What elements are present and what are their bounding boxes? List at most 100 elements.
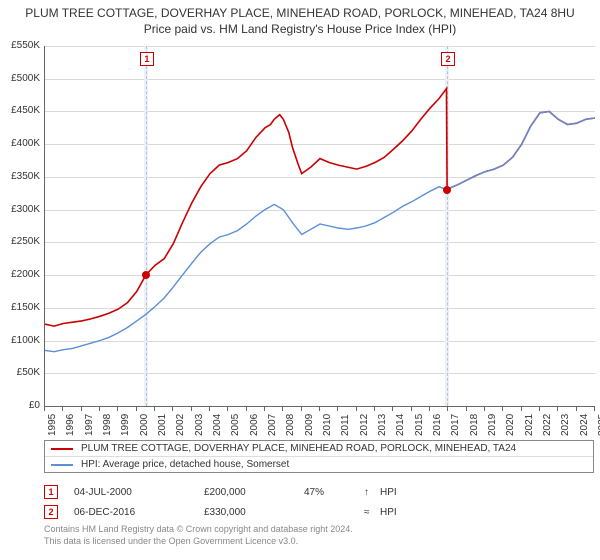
chart-lines-svg [45, 46, 595, 406]
legend: PLUM TREE COTTAGE, DOVERHAY PLACE, MINEH… [44, 440, 594, 473]
x-axis-label: 2014 [395, 414, 406, 436]
x-tick [136, 406, 137, 411]
y-axis-label: £50K [2, 367, 40, 378]
chart-plot-area: 12 [44, 46, 595, 407]
y-axis-label: £200K [2, 269, 40, 280]
x-axis-label: 1996 [65, 414, 76, 436]
x-tick [502, 406, 503, 411]
x-tick [557, 406, 558, 411]
sale-marker-dot [443, 186, 451, 194]
chart-subtitle: Price paid vs. HM Land Registry's House … [0, 20, 600, 36]
x-axis-label: 2024 [579, 414, 590, 436]
x-axis-label: 2005 [230, 414, 241, 436]
event-price: £330,000 [204, 507, 304, 518]
event-arrow-icon: ≈ [364, 507, 380, 518]
x-tick [356, 406, 357, 411]
event-date: 04-JUL-2000 [74, 487, 204, 498]
legend-swatch [51, 464, 73, 466]
x-axis-label: 2022 [542, 414, 553, 436]
y-axis-label: £500K [2, 73, 40, 84]
x-tick [172, 406, 173, 411]
x-axis-label: 2002 [175, 414, 186, 436]
event-pct: 47% [304, 487, 364, 498]
x-tick [227, 406, 228, 411]
legend-swatch [51, 448, 73, 450]
footer-line1: Contains HM Land Registry data © Crown c… [44, 524, 353, 536]
x-tick [62, 406, 63, 411]
x-tick [99, 406, 100, 411]
x-axis-label: 2013 [377, 414, 388, 436]
legend-label: PLUM TREE COTTAGE, DOVERHAY PLACE, MINEH… [81, 443, 516, 454]
event-row: 1 04-JUL-2000£200,00047%↑HPI [44, 482, 592, 502]
x-tick [264, 406, 265, 411]
chart-title: PLUM TREE COTTAGE, DOVERHAY PLACE, MINEH… [0, 0, 600, 20]
x-axis-label: 2020 [505, 414, 516, 436]
y-axis-label: £400K [2, 138, 40, 149]
x-axis-label: 2012 [359, 414, 370, 436]
x-axis-label: 1998 [102, 414, 113, 436]
legend-label: HPI: Average price, detached house, Some… [81, 459, 289, 470]
event-rel: HPI [380, 507, 592, 518]
event-price: £200,000 [204, 487, 304, 498]
events-table: 104-JUL-2000£200,00047%↑HPI206-DEC-2016£… [44, 482, 592, 522]
x-axis-label: 2003 [194, 414, 205, 436]
y-axis-label: £350K [2, 171, 40, 182]
legend-row: PLUM TREE COTTAGE, DOVERHAY PLACE, MINEH… [45, 441, 593, 457]
x-tick [374, 406, 375, 411]
x-tick [539, 406, 540, 411]
x-tick [44, 406, 45, 411]
x-axis-label: 2018 [469, 414, 480, 436]
series-property [45, 89, 595, 327]
x-tick [594, 406, 595, 411]
x-tick [429, 406, 430, 411]
x-axis-label: 2000 [139, 414, 150, 436]
x-axis-label: 2011 [340, 414, 351, 436]
x-tick [282, 406, 283, 411]
x-axis-label: 1995 [47, 414, 58, 436]
y-axis-label: £550K [2, 40, 40, 51]
x-axis-label: 2023 [560, 414, 571, 436]
x-axis-label: 2004 [212, 414, 223, 436]
y-axis-label: £100K [2, 335, 40, 346]
x-tick [447, 406, 448, 411]
x-axis-label: 2010 [322, 414, 333, 436]
event-rel: HPI [380, 487, 592, 498]
x-tick [319, 406, 320, 411]
x-axis-label: 2017 [450, 414, 461, 436]
event-marker: 1 [44, 485, 58, 499]
x-axis-label: 1997 [84, 414, 95, 436]
footer-note: Contains HM Land Registry data © Crown c… [44, 524, 353, 547]
y-axis-label: £0 [2, 400, 40, 411]
series-hpi [45, 112, 595, 352]
x-tick [411, 406, 412, 411]
x-tick [484, 406, 485, 411]
x-axis-label: 2019 [487, 414, 498, 436]
footer-line2: This data is licensed under the Open Gov… [44, 536, 353, 548]
y-axis-label: £150K [2, 302, 40, 313]
x-axis-label: 2016 [432, 414, 443, 436]
x-tick [521, 406, 522, 411]
x-tick [154, 406, 155, 411]
x-axis-label: 2009 [304, 414, 315, 436]
event-arrow-icon: ↑ [364, 487, 380, 498]
x-tick [301, 406, 302, 411]
legend-row: HPI: Average price, detached house, Some… [45, 457, 593, 472]
y-axis-label: £450K [2, 105, 40, 116]
y-axis-label: £250K [2, 236, 40, 247]
x-axis-label: 1999 [120, 414, 131, 436]
x-axis-label: 2007 [267, 414, 278, 436]
x-axis-label: 2001 [157, 414, 168, 436]
sale-marker-box: 1 [140, 52, 154, 66]
x-tick [81, 406, 82, 411]
x-tick [576, 406, 577, 411]
sale-marker-box: 2 [441, 52, 455, 66]
event-marker: 2 [44, 505, 58, 519]
x-tick [117, 406, 118, 411]
x-axis-label: 2006 [249, 414, 260, 436]
x-axis-label: 2021 [524, 414, 535, 436]
x-tick [337, 406, 338, 411]
x-tick [191, 406, 192, 411]
y-axis-label: £300K [2, 204, 40, 215]
x-tick [466, 406, 467, 411]
x-tick [209, 406, 210, 411]
